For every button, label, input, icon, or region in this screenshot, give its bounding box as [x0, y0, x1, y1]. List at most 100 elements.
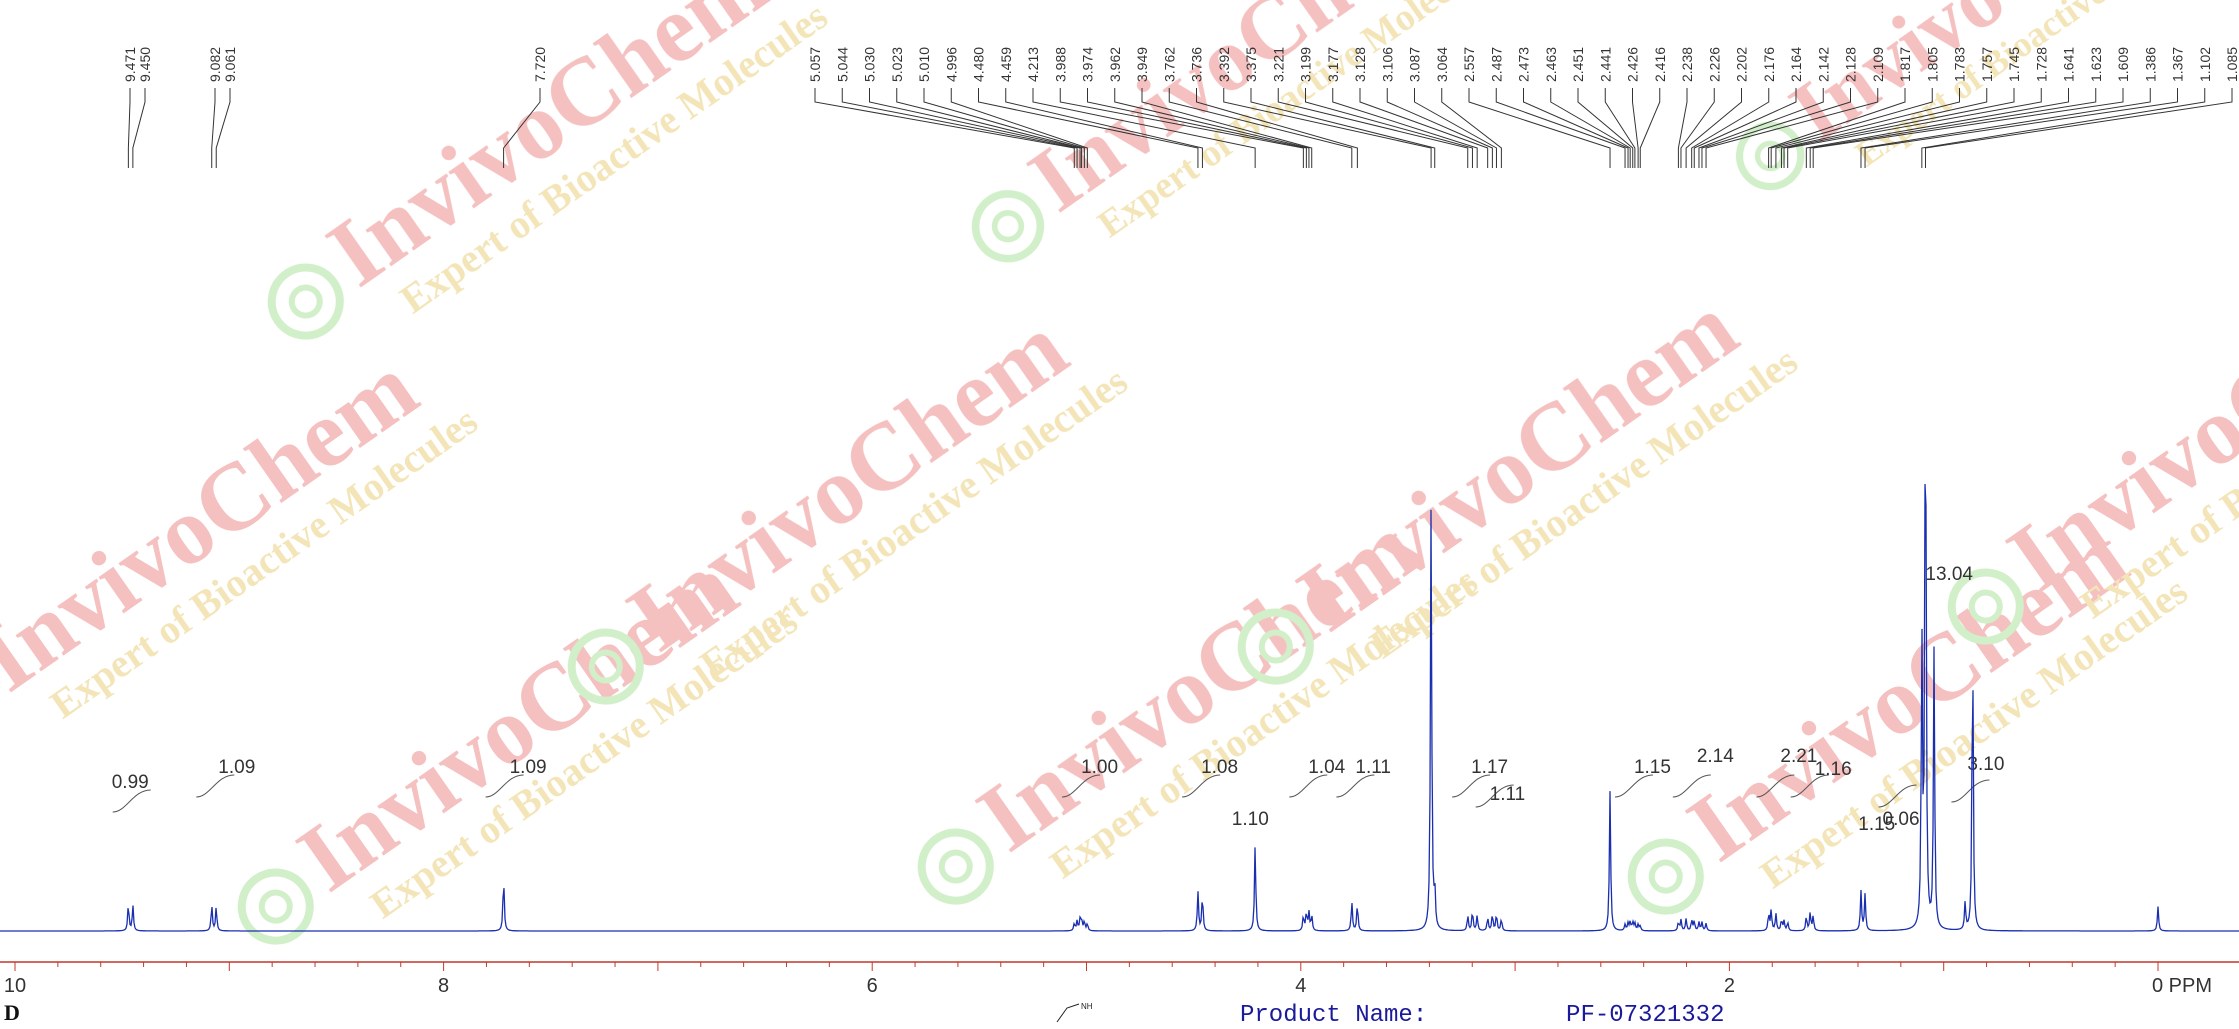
integral-value: 2.21 [1780, 746, 1817, 767]
peak-shift-label: 2.238 [1679, 47, 1695, 82]
peak-connector [1680, 88, 1715, 168]
peak-connector [1223, 88, 1432, 168]
peak-shift-label: 1.783 [1952, 47, 1968, 82]
peak-shift-label: 3.962 [1107, 47, 1123, 82]
peak-shift-label: 9.082 [207, 47, 223, 82]
peak-connector [1677, 88, 1688, 168]
x-tick-label: 0 PPM [2152, 975, 2212, 997]
integral-value: 1.17 [1471, 757, 1508, 778]
integral-value: 1.10 [1232, 809, 1269, 830]
peak-shift-label: 2.226 [1706, 47, 1722, 82]
peak-connector [978, 88, 1199, 168]
structure-fragment: NH [1056, 1002, 1093, 1023]
peak-shift-label: 1.805 [1924, 47, 1940, 82]
peak-shift-label: 5.023 [889, 47, 905, 82]
peak-connector [1921, 88, 2206, 168]
integral-curve [196, 774, 235, 798]
integral-curve [1614, 774, 1653, 798]
peak-shift-label: 2.109 [1870, 47, 1886, 82]
peak-shift-label: 2.487 [1488, 47, 1504, 82]
peak-connector [1632, 88, 1639, 168]
watermark-logo-icon [567, 628, 644, 705]
peak-connector [1550, 88, 1631, 168]
integral-value: 0.06 [1883, 809, 1920, 830]
integral-curve [1790, 774, 1829, 798]
peak-shift-label: 5.057 [807, 47, 823, 82]
peak-connector [869, 88, 1081, 168]
peak-shift-label: 3.392 [1216, 47, 1232, 82]
peak-connector [215, 88, 231, 168]
integral-value: 1.11 [1355, 757, 1391, 778]
watermark-logo-icon [1627, 838, 1704, 915]
integral-curve [1062, 774, 1101, 798]
peak-shift-label: 2.416 [1652, 47, 1668, 82]
integral-curve [1336, 774, 1375, 798]
peak-connector [1860, 88, 2151, 168]
peak-connector [503, 88, 541, 168]
integral-value: 1.11 [1490, 784, 1526, 805]
product-name-label: Product Name: [1240, 1002, 1428, 1029]
peak-shift-label: 9.061 [222, 47, 238, 82]
peak-shift-label: 1.367 [2170, 47, 2186, 82]
watermark-brand: InvivoChem [0, 333, 435, 711]
integral-value: 2.14 [1697, 746, 1734, 767]
watermark-brand: InvivoChem [1989, 233, 2239, 611]
peak-connector [1305, 88, 1473, 168]
peak-connector [1032, 88, 1256, 168]
integral-value: 13.04 [1925, 564, 1973, 585]
peak-shift-label: 1.745 [2006, 47, 2022, 82]
peak-shift-label: 2.164 [1788, 47, 1804, 82]
integral-curve [1756, 774, 1795, 798]
peak-connector [1059, 88, 1304, 168]
peak-shift-label: 5.044 [834, 47, 850, 82]
x-tick-label: 2 [1724, 975, 1735, 997]
peak-shift-label: 3.087 [1407, 47, 1423, 82]
peak-shift-label: 3.106 [1379, 47, 1395, 82]
peak-connector [1277, 88, 1469, 168]
peak-shift-label: 1.386 [2142, 47, 2158, 82]
product-name-value: PF-07321332 [1566, 1002, 1725, 1029]
peak-shift-label: 4.459 [998, 47, 1014, 82]
peak-shift-label: 5.010 [916, 47, 932, 82]
watermark-logo-icon [1735, 121, 1805, 191]
peak-connector [1924, 88, 2233, 168]
integral-value: 1.16 [1815, 759, 1852, 780]
peak-connector [132, 88, 146, 168]
peak-connector [1414, 88, 1497, 168]
svg-text:NH: NH [1081, 1002, 1093, 1011]
peak-shift-label: 2.176 [1761, 47, 1777, 82]
watermark-logo-icon [1947, 568, 2024, 645]
peak-connector [1768, 88, 1906, 168]
spectrum-trace [0, 483, 2239, 932]
peak-shift-label: 2.426 [1625, 47, 1641, 82]
peak-connector [841, 88, 1078, 168]
ppm-axis: 10 8 6 4 2 0 PPM [0, 961, 2239, 997]
peak-connector [1359, 88, 1489, 168]
peak-connector [1639, 88, 1661, 168]
peak-shift-label: 2.128 [1843, 47, 1859, 82]
corner-letter: D [4, 1000, 20, 1025]
peak-shift-label: 2.473 [1516, 47, 1532, 82]
integral-value: 1.15 [1858, 814, 1895, 835]
integral-value: 3.10 [1967, 754, 2004, 775]
peak-label-list: 9.471 9.450 9.082 9.061 7.720 5.057 5.044 5.030… [122, 47, 2239, 82]
peak-shift-label: 1.085 [2224, 47, 2239, 82]
integral-curve [1182, 774, 1221, 798]
peak-shift-label: 4.480 [971, 47, 987, 82]
peak-connector [1691, 88, 1770, 168]
integral-curve [1951, 779, 1990, 803]
watermark-logo-icon [237, 868, 314, 945]
peak-shift-label: 3.221 [1270, 47, 1286, 82]
peak-shift-label: 4.996 [943, 47, 959, 82]
peak-connector [1787, 88, 2042, 168]
peak-connector [1332, 88, 1478, 168]
peak-connector [1770, 88, 1933, 168]
watermark-logo-icon [1237, 608, 1314, 685]
integral-value: 1.09 [510, 757, 547, 778]
integral-value: 1.00 [1081, 757, 1118, 778]
peak-connector [1523, 88, 1629, 168]
peak-connector [1141, 88, 1313, 168]
peak-shift-label: 3.974 [1080, 47, 1096, 82]
peak-shift-label: 2.441 [1597, 47, 1613, 82]
